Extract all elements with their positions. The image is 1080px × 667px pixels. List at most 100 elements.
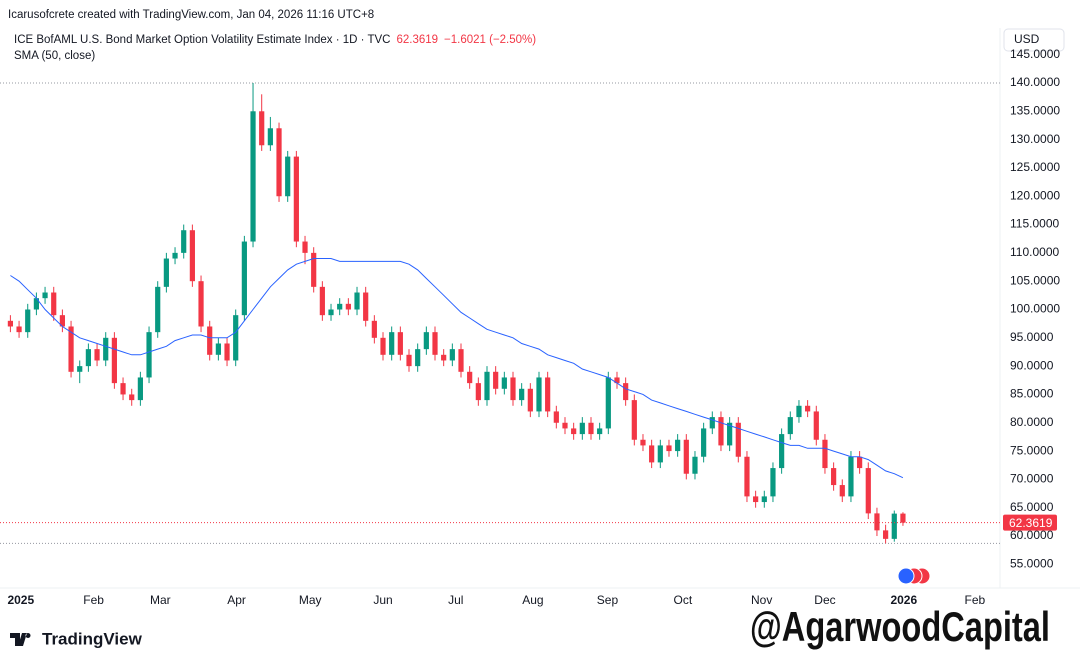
candle-body	[666, 445, 672, 452]
y-tick-label: 65.0000	[1010, 500, 1054, 514]
y-tick-label: 135.0000	[1010, 103, 1060, 117]
candle-body	[605, 377, 611, 429]
credit: Icarusofcrete created with TradingView.c…	[8, 9, 374, 21]
candle-body	[111, 337, 117, 384]
y-tick-label: 90.0000	[1010, 358, 1054, 372]
candle-body	[207, 326, 213, 355]
candle-body	[224, 343, 230, 361]
candle-body	[857, 456, 863, 469]
candle-body	[380, 337, 386, 355]
candle-body	[241, 241, 247, 316]
candle-body	[718, 417, 724, 446]
candle-body	[493, 371, 499, 389]
candle-body	[579, 422, 585, 435]
y-tick-label: 115.0000	[1010, 217, 1059, 231]
candle-body	[805, 405, 811, 412]
candle-body	[787, 417, 793, 435]
candle-body	[709, 417, 715, 429]
candle-body	[250, 111, 256, 242]
y-tick-label: 145.0000	[1010, 47, 1060, 61]
candle-body	[285, 156, 291, 197]
candle-body	[120, 383, 126, 395]
candle-body	[441, 354, 447, 361]
candle-body	[172, 252, 178, 259]
candle-body	[129, 394, 135, 401]
candle-body	[371, 320, 377, 338]
plot-area	[0, 82, 1000, 544]
x-tick-label: Nov	[751, 593, 772, 607]
candle-body	[874, 513, 880, 531]
candle-body	[744, 456, 750, 497]
candle-body	[657, 445, 663, 463]
brand: TradingView	[42, 629, 143, 648]
change: −1.6021 (−2.50%)	[444, 34, 536, 46]
candle-body	[761, 496, 767, 503]
candle-body	[267, 128, 273, 146]
candle-body	[675, 439, 681, 452]
candle-body	[215, 343, 221, 355]
candle-body	[510, 377, 516, 401]
x-tick-label: Dec	[814, 593, 835, 607]
candle-body	[181, 230, 187, 253]
x-tick-label: Feb	[83, 593, 104, 607]
y-tick-label: 80.0000	[1010, 415, 1054, 429]
last-price-box	[1003, 514, 1057, 531]
x-tick-label: Aug	[522, 593, 543, 607]
candle-body	[519, 388, 525, 401]
candle-body	[458, 349, 464, 372]
candle-body	[614, 377, 620, 384]
y-tick-label: 100.0000	[1010, 302, 1060, 316]
candle-body	[839, 485, 845, 497]
candle-body	[527, 388, 533, 412]
y-tick-label: 130.0000	[1010, 132, 1060, 146]
candle-body	[77, 366, 83, 372]
candle-body	[831, 468, 837, 486]
candle-body	[406, 354, 412, 367]
candle-body	[311, 252, 317, 287]
candle-body	[545, 377, 551, 412]
x-tick-label: Jun	[373, 593, 392, 607]
candle-body	[68, 326, 74, 372]
candle-body	[562, 422, 568, 429]
candle-body	[865, 468, 871, 514]
y-tick-label: 110.0000	[1010, 245, 1059, 259]
y-tick-label: 55.0000	[1010, 557, 1054, 571]
candle-body	[276, 128, 282, 197]
x-tick-label: May	[299, 593, 322, 607]
y-tick-label: 140.0000	[1010, 75, 1060, 89]
candle-body	[475, 383, 481, 401]
candle-body	[337, 303, 343, 310]
candle-body	[848, 456, 854, 497]
candle-body	[59, 315, 65, 327]
candle-body	[640, 439, 646, 446]
watermark: @AgarwoodCapital	[750, 603, 1050, 650]
candle-body	[900, 513, 906, 523]
candle-body	[189, 230, 195, 282]
candle-body	[883, 530, 889, 539]
candle-body	[649, 445, 655, 463]
candle-body	[354, 292, 360, 310]
x-tick-label: Apr	[227, 593, 246, 607]
tradingview-logo: TradingView	[10, 629, 143, 648]
candle-body	[33, 298, 39, 310]
candle-body	[796, 405, 802, 418]
flag-icon	[897, 567, 931, 585]
candle-body	[259, 111, 265, 146]
candle-body	[363, 292, 369, 321]
candle-body	[597, 428, 603, 435]
y-tick-label: 125.0000	[1010, 160, 1060, 174]
candle-body	[85, 349, 91, 367]
candle-body	[397, 332, 403, 355]
candle-body	[389, 332, 395, 355]
candle-body	[415, 349, 421, 367]
last-price-label: 62.3619	[1009, 516, 1053, 530]
candle-body	[449, 349, 455, 361]
x-tick-label: Mar	[150, 593, 171, 607]
candle-body	[345, 303, 351, 310]
candle-body	[779, 434, 785, 469]
candle-body	[103, 337, 109, 361]
x-tick-label: Feb	[965, 593, 986, 607]
candle-body	[319, 286, 325, 316]
candle-body	[692, 456, 698, 474]
candle-body	[137, 377, 143, 401]
